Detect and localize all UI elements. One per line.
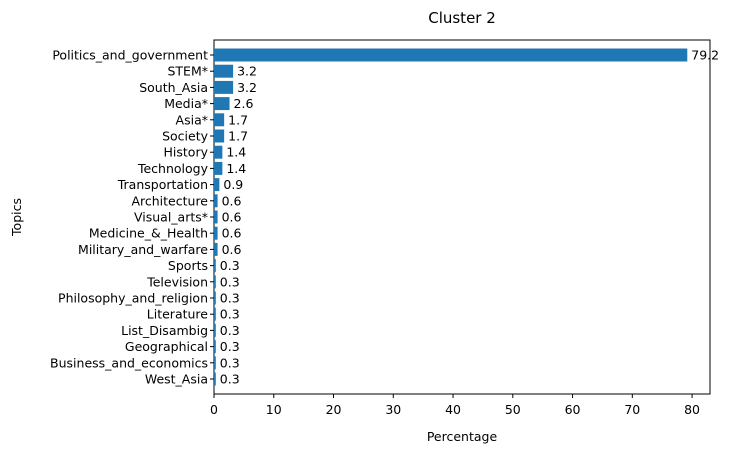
plot-area-frame <box>213 39 711 395</box>
data-label: 0.9 <box>223 177 243 192</box>
bar <box>214 129 225 143</box>
x-tick-label: 50 <box>505 402 521 417</box>
y-tick-label: STEM* <box>167 64 208 79</box>
data-label: 0.3 <box>220 258 240 273</box>
data-label: 0.3 <box>220 372 240 387</box>
bar <box>214 64 234 78</box>
y-tick-label: Asia* <box>176 112 208 127</box>
data-label: 0.3 <box>220 355 240 370</box>
y-axis: Politics_and_governmentSTEM*South_AsiaMe… <box>50 48 214 387</box>
data-label: 0.3 <box>220 274 240 289</box>
data-label: 0.6 <box>222 193 242 208</box>
y-tick-label: Television <box>146 274 208 289</box>
y-tick-label: Business_and_economics <box>50 355 208 370</box>
data-label: 1.7 <box>228 129 248 144</box>
y-tick-label: Sports <box>168 258 208 273</box>
y-tick-label: South_Asia <box>139 80 208 95</box>
y-tick-label: Technology <box>137 161 209 176</box>
y-axis-title: Topics <box>9 198 24 237</box>
y-tick-label: West_Asia <box>145 372 208 387</box>
x-tick-label: 80 <box>684 402 700 417</box>
x-axis: 0 10 20 30 40 50 60 70 80 <box>210 394 700 417</box>
bar <box>214 340 216 354</box>
data-label: 0.3 <box>220 323 240 338</box>
data-label: 0.6 <box>222 210 242 225</box>
data-label: 3.2 <box>237 80 257 95</box>
bar <box>214 242 218 256</box>
data-label: 1.4 <box>226 161 246 176</box>
y-tick-label: Literature <box>147 307 209 322</box>
bar <box>214 113 225 127</box>
bar <box>214 275 216 289</box>
x-axis-title: Percentage <box>427 429 498 444</box>
data-label: 0.6 <box>222 242 242 257</box>
bar <box>214 259 216 273</box>
x-tick-label: 10 <box>266 402 282 417</box>
bar <box>214 291 216 305</box>
data-label: 3.2 <box>237 64 257 79</box>
bar <box>214 80 234 94</box>
bar <box>214 145 223 159</box>
bar <box>214 194 218 208</box>
bar <box>214 178 220 192</box>
x-tick-label: 0 <box>210 402 218 417</box>
data-label: 79.2 <box>691 48 719 63</box>
bar <box>214 210 218 224</box>
bars-group <box>214 48 688 386</box>
data-label: 0.3 <box>220 339 240 354</box>
x-tick-label: 40 <box>445 402 461 417</box>
y-tick-label: Transportation <box>117 177 208 192</box>
data-label: 1.4 <box>226 145 246 160</box>
bar <box>214 372 216 386</box>
bar <box>214 161 223 175</box>
data-labels-group: 79.23.23.22.61.71.71.41.40.90.60.60.60.6… <box>220 48 719 387</box>
data-label: 1.7 <box>228 112 248 127</box>
y-tick-label: History <box>164 145 209 160</box>
bar <box>214 356 216 370</box>
chart-title: Cluster 2 <box>428 9 496 27</box>
bar <box>214 307 216 321</box>
bar <box>214 323 216 337</box>
y-tick-label: Politics_and_government <box>52 48 208 63</box>
x-tick-label: 60 <box>565 402 581 417</box>
bar <box>214 97 230 111</box>
y-tick-label: Philosophy_and_religion <box>58 291 208 306</box>
y-tick-label: Military_and_warfare <box>78 242 208 257</box>
x-tick-label: 30 <box>385 402 401 417</box>
bar <box>214 48 688 62</box>
y-tick-label: Media* <box>164 96 208 111</box>
x-tick-label: 20 <box>326 402 342 417</box>
y-tick-label: Society <box>162 129 209 144</box>
y-tick-label: Visual_arts* <box>134 210 208 225</box>
bar <box>214 226 218 240</box>
data-label: 0.3 <box>220 307 240 322</box>
y-tick-label: Architecture <box>131 193 208 208</box>
y-tick-label: Geographical <box>125 339 208 354</box>
y-tick-label: List_Disambig <box>121 323 208 338</box>
data-label: 2.6 <box>234 96 254 111</box>
y-tick-label: Medicine_&_Health <box>89 226 208 241</box>
data-label: 0.6 <box>222 226 242 241</box>
x-tick-label: 70 <box>624 402 640 417</box>
data-label: 0.3 <box>220 291 240 306</box>
